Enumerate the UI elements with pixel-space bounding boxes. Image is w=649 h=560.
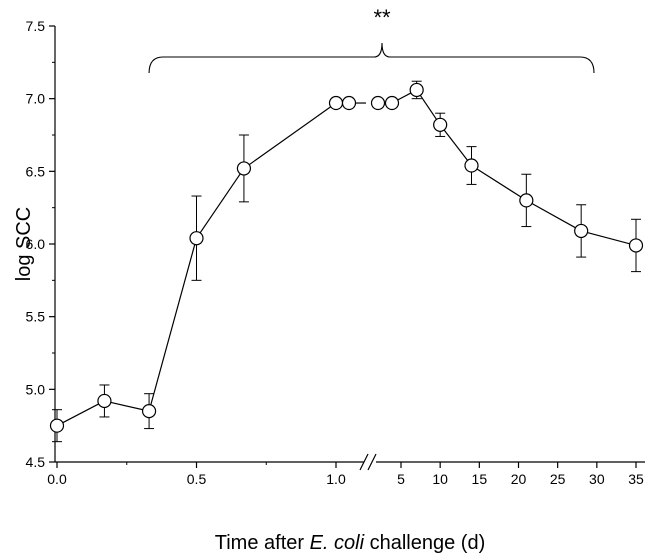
x-tick-label: 10 — [432, 471, 448, 487]
data-point — [237, 162, 250, 175]
significance-bracket — [149, 43, 594, 73]
series-line-segment — [197, 168, 244, 238]
data-point — [434, 118, 447, 131]
y-tick-label: 6.5 — [26, 163, 46, 179]
x-tick-label: 15 — [472, 471, 488, 487]
y-tick-label: 7.5 — [26, 18, 46, 34]
data-point — [143, 405, 156, 418]
data-point — [410, 83, 423, 96]
data-markers — [51, 83, 643, 432]
series-line-segment — [57, 401, 104, 426]
y-tick-label: 5.0 — [26, 381, 46, 397]
data-point — [386, 97, 399, 110]
data-point — [372, 97, 385, 110]
series-line-segment — [581, 231, 636, 246]
data-point — [575, 224, 588, 237]
data-point — [190, 232, 203, 245]
x-tick-label: 0.0 — [47, 471, 67, 487]
significance-label: ** — [373, 5, 391, 30]
data-point — [98, 394, 111, 407]
series-line-segment — [440, 125, 471, 166]
series-line-group — [57, 90, 636, 426]
data-point — [520, 194, 533, 207]
x-tick-label: 25 — [550, 471, 566, 487]
data-point — [51, 419, 64, 432]
axis-break-mark — [368, 454, 376, 470]
x-tick-label: 0.5 — [187, 471, 207, 487]
y-tick-label: 7.0 — [26, 91, 46, 107]
x-tick-label: 35 — [628, 471, 644, 487]
data-point — [330, 97, 343, 110]
x-tick-label: 1.0 — [326, 471, 346, 487]
axes — [49, 26, 645, 470]
x-axis-label: Time after E. coli challenge (d) — [215, 532, 486, 554]
data-point — [343, 97, 356, 110]
data-point — [465, 159, 478, 172]
y-axis-label: log SCC — [13, 207, 35, 281]
labels: 4.55.05.56.06.57.07.50.0 0.5 1.0 5 10 15 20 25 3… — [13, 5, 644, 554]
data-point — [630, 239, 643, 252]
series-line-segment — [472, 166, 527, 201]
y-tick-label: 5.5 — [26, 309, 46, 325]
series-line-segment — [526, 200, 581, 231]
series-line-segment — [149, 238, 196, 411]
series-line-segment — [244, 103, 336, 168]
error-bars — [52, 81, 641, 441]
x-tick-label: 30 — [589, 471, 605, 487]
bracket-path — [149, 43, 594, 73]
x-tick-label: 5 — [397, 471, 405, 487]
y-tick-label: 4.5 — [26, 454, 46, 470]
x-tick-label: 20 — [511, 471, 527, 487]
